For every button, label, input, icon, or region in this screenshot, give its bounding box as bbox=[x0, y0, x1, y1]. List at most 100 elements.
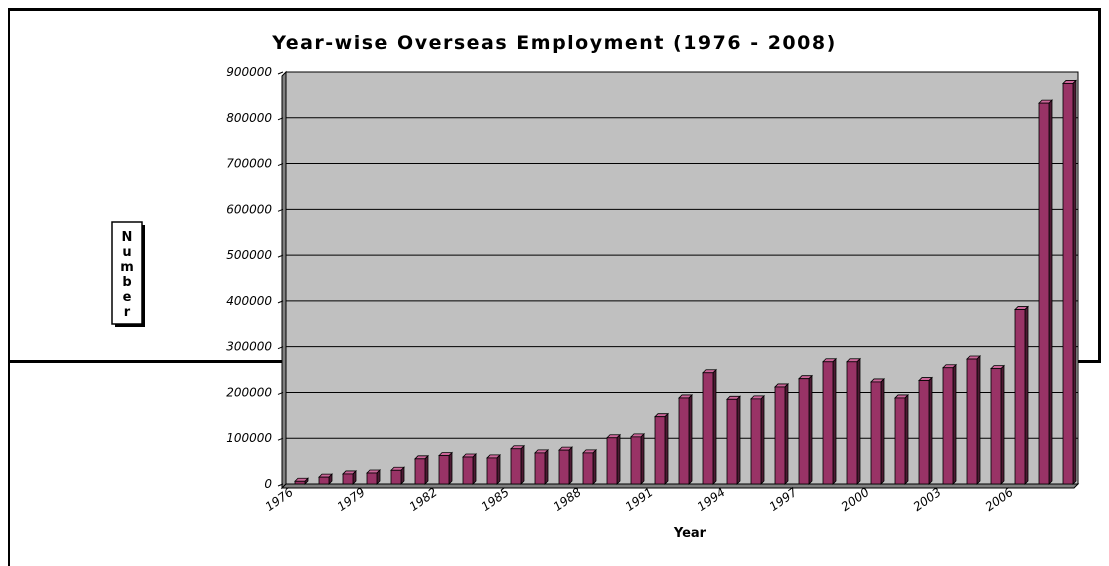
bar-side bbox=[520, 444, 525, 485]
bar-side bbox=[664, 412, 669, 485]
bar bbox=[822, 361, 834, 485]
bar-side bbox=[712, 368, 717, 485]
bar-side bbox=[496, 453, 501, 485]
y-axis-title-letter: m bbox=[120, 260, 134, 275]
bar bbox=[558, 449, 570, 485]
bar-side bbox=[856, 357, 861, 485]
bar bbox=[318, 476, 330, 485]
bar bbox=[414, 458, 426, 485]
bar-side bbox=[616, 433, 621, 485]
frame-right-border bbox=[1098, 8, 1101, 362]
bar-side bbox=[400, 466, 405, 485]
bar bbox=[894, 397, 906, 485]
bar bbox=[1038, 102, 1050, 485]
bar-side bbox=[592, 448, 597, 485]
y-tick-label: 800000 bbox=[226, 111, 272, 125]
bar bbox=[1062, 83, 1074, 485]
bar-side bbox=[568, 446, 573, 485]
y-tick-mark bbox=[277, 208, 284, 212]
y-tick-mark bbox=[277, 117, 284, 121]
bar-side bbox=[448, 451, 453, 485]
bar bbox=[366, 472, 378, 485]
x-tick-label: 2006 bbox=[983, 485, 1016, 514]
y-tick-label: 300000 bbox=[226, 340, 272, 354]
y-axis-title-letter: r bbox=[124, 305, 131, 320]
x-tick-label: 1988 bbox=[551, 485, 584, 514]
x-tick-label: 1979 bbox=[335, 485, 368, 514]
bar-side bbox=[688, 393, 693, 485]
bar-side bbox=[472, 453, 477, 485]
x-tick-label: 1997 bbox=[767, 485, 800, 514]
frame-left-border bbox=[8, 8, 10, 566]
plot-floor bbox=[280, 483, 1080, 489]
bar-side bbox=[1072, 79, 1077, 485]
y-tick-label: 700000 bbox=[226, 157, 272, 171]
y-tick-mark bbox=[277, 346, 284, 350]
bar-side bbox=[784, 382, 789, 485]
bar-side bbox=[952, 363, 957, 485]
bar-side bbox=[544, 448, 549, 485]
bar bbox=[510, 448, 522, 485]
x-axis-title: Year bbox=[673, 526, 707, 541]
y-axis-title-letter: u bbox=[122, 245, 131, 260]
bar-side bbox=[640, 432, 645, 485]
bar bbox=[990, 368, 1002, 485]
y-tick-label: 400000 bbox=[226, 294, 272, 308]
y-tick-mark bbox=[277, 163, 284, 167]
y-tick-label: 0 bbox=[264, 477, 272, 491]
bar bbox=[798, 378, 810, 485]
bar-side bbox=[1000, 364, 1005, 485]
x-tick-label: 1982 bbox=[407, 485, 440, 514]
y-axis-title-letter: N bbox=[122, 230, 133, 245]
bar-side bbox=[976, 355, 981, 485]
bar-side bbox=[376, 469, 381, 485]
bar bbox=[942, 367, 954, 485]
bar-side bbox=[808, 374, 813, 485]
chart-title: Year-wise Overseas Employment (1976 - 20… bbox=[272, 32, 837, 54]
bar bbox=[462, 456, 474, 485]
bar bbox=[342, 473, 354, 485]
bar-side bbox=[1048, 99, 1053, 485]
bar bbox=[774, 386, 786, 485]
bar bbox=[486, 457, 498, 485]
bar bbox=[654, 416, 666, 485]
y-axis-title-letter: b bbox=[122, 275, 131, 290]
y-tick-mark bbox=[277, 254, 284, 258]
y-axis-title-box bbox=[111, 221, 143, 325]
y-tick-mark bbox=[277, 71, 284, 75]
y-tick-mark bbox=[277, 391, 284, 395]
x-tick-label: 1994 bbox=[695, 485, 728, 514]
y-tick-label: 600000 bbox=[226, 202, 272, 216]
bar bbox=[438, 455, 450, 485]
x-tick-label: 1985 bbox=[479, 485, 512, 514]
y-tick-mark bbox=[277, 483, 284, 487]
bar bbox=[870, 381, 882, 485]
x-tick-label: 1991 bbox=[623, 485, 656, 514]
bar-side bbox=[760, 394, 765, 485]
bar bbox=[750, 398, 762, 485]
y-tick-label: 100000 bbox=[226, 431, 272, 445]
bar bbox=[534, 452, 546, 485]
bar bbox=[918, 380, 930, 485]
bar-side bbox=[424, 454, 429, 485]
y-tick-mark bbox=[277, 437, 284, 441]
bar bbox=[630, 436, 642, 485]
bar bbox=[390, 469, 402, 485]
bar-side bbox=[904, 393, 909, 485]
y-tick-label: 500000 bbox=[226, 248, 272, 262]
frame-top-border bbox=[8, 8, 1100, 11]
bar bbox=[678, 397, 690, 485]
bar bbox=[702, 372, 714, 485]
bar-side bbox=[880, 377, 885, 485]
bar-side bbox=[928, 376, 933, 485]
x-tick-label: 2000 bbox=[839, 485, 872, 514]
bar bbox=[294, 480, 306, 485]
bar bbox=[606, 437, 618, 485]
x-tick-label: 2003 bbox=[911, 485, 944, 514]
bar-side bbox=[832, 357, 837, 485]
bar bbox=[726, 398, 738, 485]
bar bbox=[846, 361, 858, 485]
y-tick-mark bbox=[277, 300, 284, 304]
y-tick-label: 900000 bbox=[226, 65, 272, 79]
